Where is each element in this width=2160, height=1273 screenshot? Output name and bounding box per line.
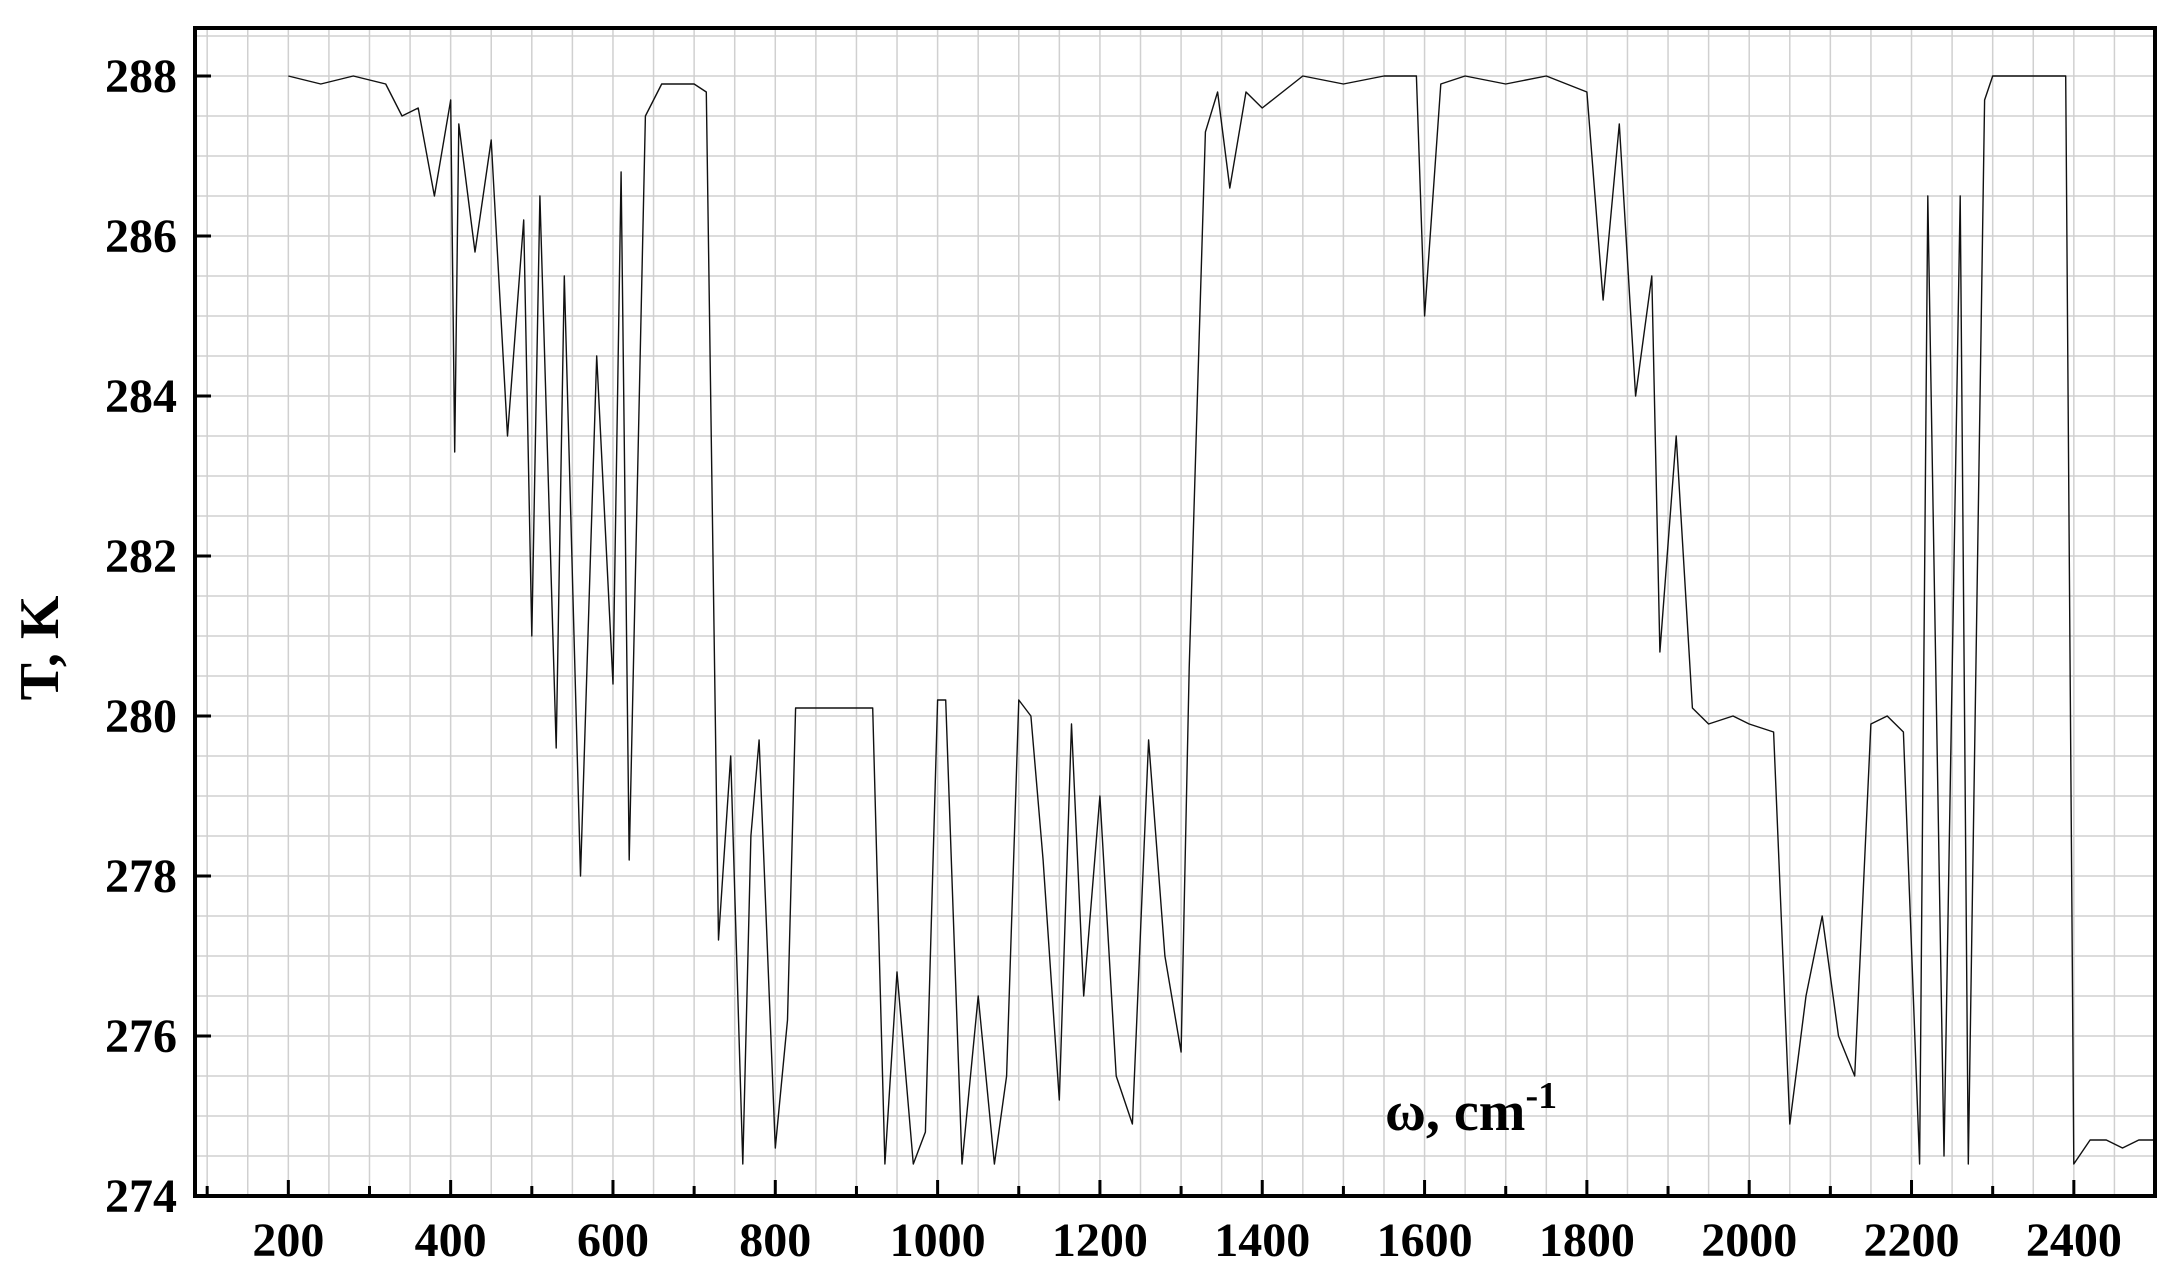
x-tick-label: 1000 <box>890 1214 986 1267</box>
y-tick-label: 276 <box>105 1010 177 1063</box>
x-axis: 200 400 600 800 1000 1200 1400 1600 1800 2000 2200… <box>205 1180 2157 1267</box>
x-tick-label: 400 <box>415 1214 487 1267</box>
x-tick-label: 2000 <box>1701 1214 1797 1267</box>
y-tick-label: 282 <box>105 530 177 583</box>
x-tick-label: 1800 <box>1539 1214 1635 1267</box>
grid <box>195 28 2156 1196</box>
x-tick-label: 2200 <box>1864 1214 1960 1267</box>
y-tick-label: 278 <box>105 850 177 903</box>
y-tick-label: 280 <box>105 690 177 743</box>
y-tick-label: 288 <box>105 50 177 103</box>
x-tick-label: 600 <box>577 1214 649 1267</box>
x-axis-title-superscript: -1 <box>1525 1075 1557 1117</box>
x-tick-label: 200 <box>252 1214 324 1267</box>
x-tick-label: 800 <box>739 1214 811 1267</box>
spectrum-series-line <box>288 75 2155 1165</box>
y-tick-label: 284 <box>105 370 177 423</box>
y-tick-label: 286 <box>105 210 177 263</box>
x-tick-label: 1600 <box>1377 1214 1473 1267</box>
x-axis-title: ω, cm-1 <box>1385 1075 1557 1143</box>
plot-frame <box>193 26 2157 1198</box>
x-tick-label: 1200 <box>1052 1214 1148 1267</box>
y-tick-label: 274 <box>105 1170 177 1223</box>
x-tick-label: 2400 <box>2026 1214 2122 1267</box>
y-axis: 274 276 278 280 282 284 286 288 <box>105 50 211 1223</box>
x-tick-label: 1400 <box>1214 1214 1310 1267</box>
y-axis-title: T, K <box>9 595 71 700</box>
x-axis-title-text: ω, cm <box>1385 1081 1525 1143</box>
